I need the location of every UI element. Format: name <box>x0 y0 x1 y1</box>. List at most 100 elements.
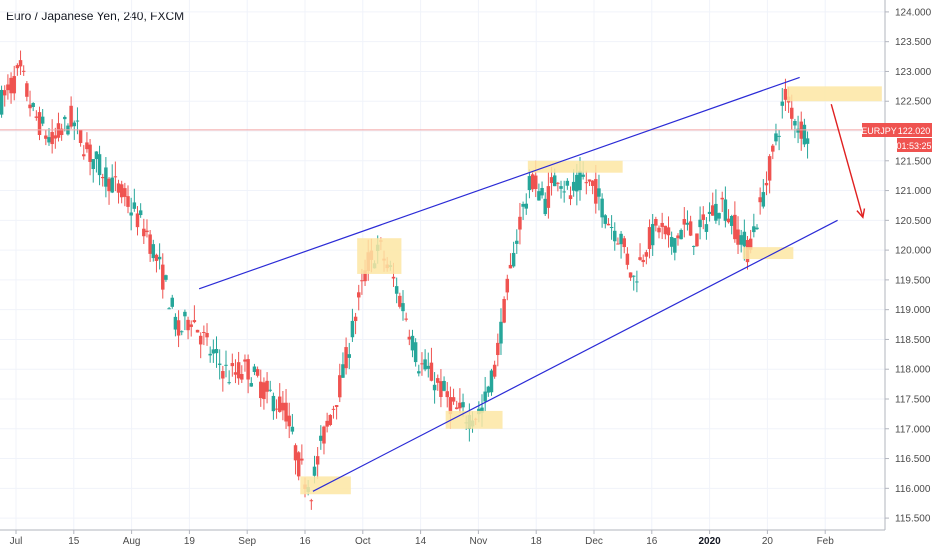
candle-body <box>793 121 797 126</box>
y-tick-label[interactable]: 121.000 <box>895 186 932 197</box>
candle-body <box>240 374 244 380</box>
candle-body <box>126 196 130 207</box>
candle-body <box>268 389 272 391</box>
candle-body <box>407 336 412 340</box>
y-tick-label[interactable]: 119.500 <box>895 275 931 286</box>
candle-body <box>736 229 740 245</box>
candle-body <box>243 359 247 362</box>
y-tick-label[interactable]: 124.000 <box>895 7 932 18</box>
candle-body <box>341 364 345 378</box>
y-tick-label[interactable]: 118.000 <box>895 365 931 376</box>
candle-body <box>445 391 449 398</box>
candle-body <box>505 278 510 293</box>
y-tick-label[interactable]: 120.000 <box>895 246 932 257</box>
candle-body <box>654 219 658 226</box>
x-tick-label[interactable]: Nov <box>470 536 488 547</box>
y-tick-label[interactable]: 123.500 <box>895 37 932 48</box>
x-tick-label[interactable]: Feb <box>817 536 835 547</box>
time-axis[interactable]: Jul 15 Aug 19 Sep 16 Oct 14 Nov 18 Dec 16 2020 20 Feb <box>0 529 885 547</box>
candle-body <box>451 397 456 402</box>
y-tick-label[interactable]: 122.500 <box>895 97 932 108</box>
candle-body <box>233 372 238 375</box>
candle-body <box>281 402 285 411</box>
chart-title: Euro / Japanese Yen, 240, FXCM <box>6 9 185 23</box>
candle-body <box>767 156 772 181</box>
candle-body <box>37 112 42 135</box>
x-tick-label[interactable]: 14 <box>415 536 427 547</box>
candle-body <box>597 188 601 197</box>
candle-body <box>217 363 222 365</box>
x-tick-label[interactable]: 20 <box>762 536 774 547</box>
candle-body <box>236 362 241 379</box>
x-tick-label[interactable]: Oct <box>355 536 371 547</box>
candle-body <box>805 138 810 144</box>
candle-body <box>603 215 608 224</box>
x-tick-label[interactable]: 16 <box>646 536 658 547</box>
x-tick-label[interactable]: Dec <box>585 536 603 547</box>
candle-body <box>780 101 785 106</box>
candle-body <box>429 362 434 381</box>
y-tick-label[interactable]: 118.500 <box>895 335 931 346</box>
y-tick-label[interactable]: 119.000 <box>895 305 931 316</box>
price-axis[interactable]: 115.500 116.000 116.500 117.000 117.500 118.0… <box>884 0 932 530</box>
x-tick-label[interactable]: 15 <box>68 536 80 547</box>
candle-body <box>40 116 45 124</box>
candle-body <box>145 230 149 233</box>
candle-body <box>657 227 661 233</box>
candle-body <box>113 176 118 178</box>
x-tick-label[interactable]: 16 <box>299 536 311 547</box>
candle-body <box>277 396 282 412</box>
candle-body <box>755 227 759 230</box>
candle-body <box>628 272 633 278</box>
candle-body <box>31 103 35 108</box>
y-tick-label[interactable]: 121.500 <box>895 156 932 167</box>
candle-body <box>296 452 301 477</box>
candle-body <box>622 238 626 248</box>
x-tick-label[interactable]: 2020 <box>698 536 721 547</box>
candle-body <box>587 179 592 182</box>
candle-body <box>609 227 614 229</box>
x-tick-label[interactable]: Aug <box>123 536 141 547</box>
candle-body <box>211 349 216 354</box>
y-tick-label[interactable]: 116.500 <box>895 454 931 465</box>
x-tick-label[interactable]: Sep <box>238 536 256 547</box>
candle-body <box>701 214 705 220</box>
candle-body <box>720 197 724 200</box>
candle-body <box>75 120 80 122</box>
x-tick-label[interactable]: Jul <box>10 536 23 547</box>
y-tick-label[interactable]: 115.500 <box>895 514 931 525</box>
candle-body <box>357 292 361 298</box>
candle-body <box>192 320 197 323</box>
y-tick-label[interactable]: 120.500 <box>895 216 932 227</box>
y-tick-label[interactable]: 117.000 <box>895 424 931 435</box>
candle-body <box>758 197 762 203</box>
candle-body <box>205 333 209 338</box>
candle-body <box>151 244 156 259</box>
candle-body <box>319 435 323 441</box>
y-tick-label[interactable]: 116.000 <box>895 484 931 495</box>
candle-body <box>138 210 143 216</box>
candle-body <box>613 230 617 242</box>
candle-body <box>578 170 582 191</box>
candle-body <box>669 236 674 247</box>
candle-body <box>726 218 731 223</box>
candle-body <box>347 354 351 358</box>
candle-body <box>486 386 491 393</box>
x-tick-label[interactable]: 18 <box>531 536 543 547</box>
candle-body <box>717 213 721 219</box>
candle-body <box>56 123 61 138</box>
y-tick-label[interactable]: 123.000 <box>895 67 932 78</box>
candle-body <box>161 264 165 290</box>
candle-body <box>524 203 528 209</box>
candle-body <box>246 359 250 380</box>
candle-body <box>363 270 367 282</box>
candle-body <box>94 151 99 160</box>
x-tick-label[interactable]: 19 <box>184 536 196 547</box>
candle-body <box>394 286 399 294</box>
y-tick-label[interactable]: 117.500 <box>895 394 931 405</box>
candle-body <box>641 259 645 263</box>
candle-body <box>423 359 427 370</box>
candle-body <box>515 240 519 244</box>
candle-body <box>85 142 89 150</box>
